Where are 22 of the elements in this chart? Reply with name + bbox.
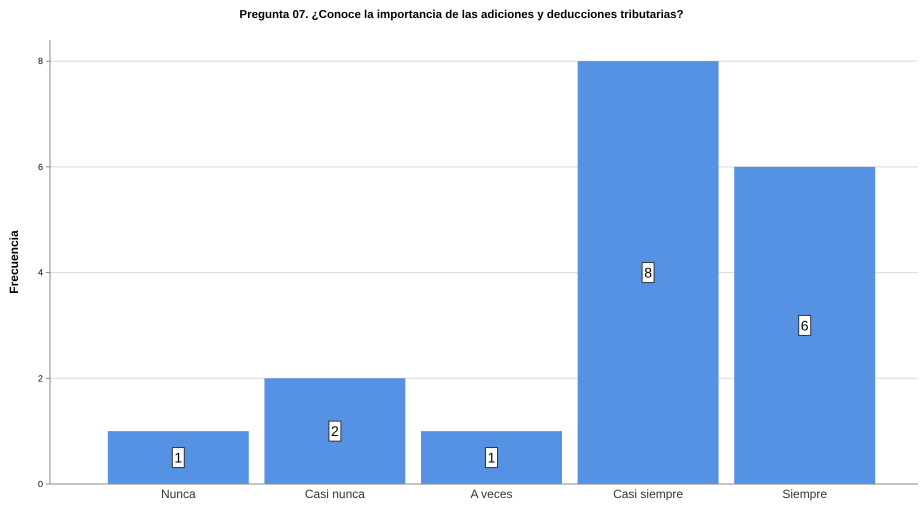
data-label: 8 xyxy=(644,264,652,281)
chart-title: Pregunta 07. ¿Conoce la importancia de las adiciones y deducciones tributarias? xyxy=(239,9,684,21)
y-tick-label: 2 xyxy=(38,373,43,384)
bar xyxy=(578,61,719,484)
y-tick-label: 4 xyxy=(38,268,43,278)
x-tick-label: Casi nunca xyxy=(304,487,366,501)
y-tick-label: 0 xyxy=(38,479,43,489)
data-label: 1 xyxy=(174,450,182,466)
bar xyxy=(734,166,876,484)
bar xyxy=(421,431,562,484)
x-tick-label: Siempre xyxy=(782,487,828,501)
x-tick-label: Nunca xyxy=(160,487,196,501)
data-label: 1 xyxy=(488,450,496,466)
y-tick-label: 6 xyxy=(38,162,43,172)
data-label: 2 xyxy=(331,423,339,440)
bar xyxy=(108,431,249,484)
y-tick-label: 8 xyxy=(38,56,43,66)
data-label: 6 xyxy=(800,317,809,334)
x-tick-label: Casi siempre xyxy=(613,487,684,501)
x-tick-label: A veces xyxy=(470,487,513,501)
y-axis-title: Frecuencia xyxy=(7,230,21,294)
bar xyxy=(264,378,406,484)
